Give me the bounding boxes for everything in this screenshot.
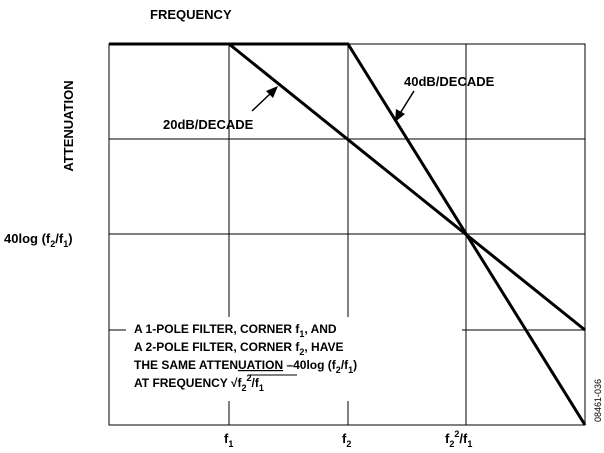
x-tick-f2: f2 [342, 431, 351, 449]
attenuation-axis-label: ATTENUATION [61, 80, 76, 171]
two-pole-response-curve [229, 42, 587, 426]
note-line-2: A 2-POLE FILTER, CORNER f2, HAVE [134, 340, 343, 357]
one-pole-response-curve [109, 42, 586, 332]
note-line-1: A 1-POLE FILTER, CORNER f1, AND [134, 322, 337, 339]
arrow-20db [251, 86, 278, 112]
frequency-label: FREQUENCY [150, 7, 232, 22]
x-tick-f2sq-over-f1: f22/f1 [445, 429, 472, 449]
figure-id: 08461-036 [593, 379, 603, 422]
y-tick-40log: 40log (f2/f1) [4, 231, 73, 249]
arrow-40db [395, 90, 415, 122]
note-background [126, 317, 462, 401]
note-line-3: THE SAME ATTENUATION –40log (f2/f1) [134, 358, 357, 375]
x-tick-f1: f1 [224, 431, 233, 449]
slope-20db-label: 20dB/DECADE [163, 117, 254, 132]
slope-40db-label: 40dB/DECADE [404, 74, 495, 89]
note-line-4: AT FREQUENCY √f22/f1 [134, 373, 264, 393]
